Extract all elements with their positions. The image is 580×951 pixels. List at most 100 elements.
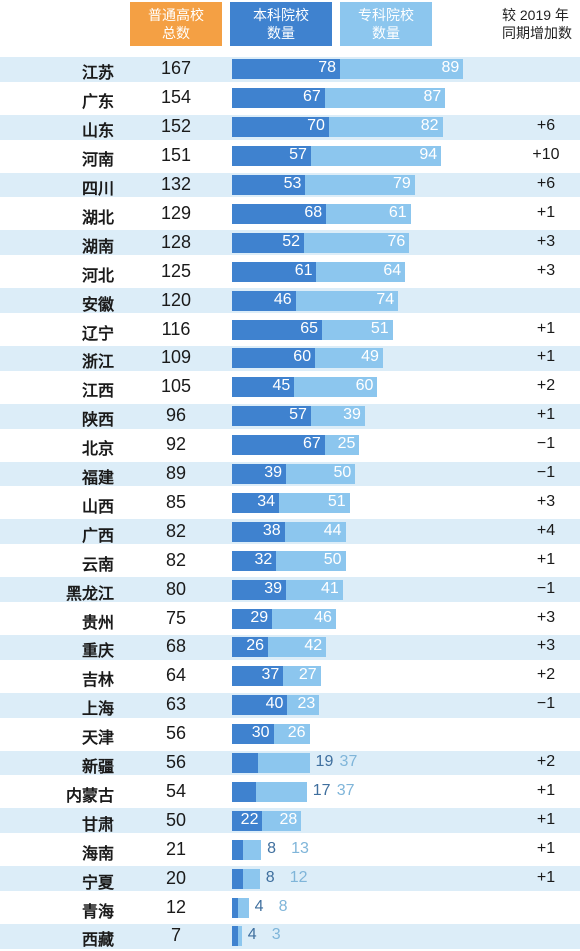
label-vocational: 50 xyxy=(333,464,352,482)
province-label: 福建 xyxy=(81,470,114,488)
total-value: 152 xyxy=(160,116,192,137)
increase-value: +2 xyxy=(536,666,556,684)
bar-undergrad xyxy=(232,464,286,485)
bar-vocational xyxy=(262,810,302,831)
label-vocational: 79 xyxy=(393,175,411,193)
total-value: 116 xyxy=(161,318,191,339)
bar-vocational xyxy=(286,464,356,485)
province-label: 湖南 xyxy=(81,238,114,256)
label-vocational: 46 xyxy=(314,608,332,626)
province-label: 甘肃 xyxy=(81,816,114,834)
label-undergrad: 60 xyxy=(293,348,312,366)
province-label: 陕西 xyxy=(81,412,114,430)
bar-vocational xyxy=(324,88,446,109)
label-undergrad: 57 xyxy=(289,406,307,424)
province-label: 山东 xyxy=(81,123,114,141)
bar-undergrad xyxy=(232,290,296,311)
province-label: 重庆 xyxy=(81,643,114,661)
label-undergrad: 32 xyxy=(254,550,273,568)
increase-value: −1 xyxy=(536,579,556,597)
label-undergrad: 61 xyxy=(294,261,313,279)
label-vocational: 3 xyxy=(271,926,281,944)
province-label: 辽宁 xyxy=(81,325,114,343)
bar-undergrad xyxy=(232,839,244,860)
total-value: 151 xyxy=(160,145,192,166)
label-undergrad: 39 xyxy=(264,464,282,482)
bar-vocational xyxy=(310,146,442,167)
total-value: 167 xyxy=(160,58,192,79)
province-label: 江苏 xyxy=(81,65,114,83)
total-value: 63 xyxy=(165,694,187,715)
bar-undergrad xyxy=(232,435,325,456)
bar-vocational xyxy=(286,579,343,600)
header-total: 普通高校 总数 xyxy=(130,2,222,46)
label-undergrad: 78 xyxy=(318,59,337,77)
label-vocational: 51 xyxy=(327,492,346,510)
province-label: 浙江 xyxy=(81,354,114,372)
bar-undergrad xyxy=(232,810,263,831)
bar-undergrad xyxy=(232,637,268,658)
bar-undergrad xyxy=(232,724,274,745)
bar-undergrad xyxy=(232,579,286,600)
bar-vocational xyxy=(279,492,350,513)
province-label: 青海 xyxy=(81,903,114,921)
bar-undergrad xyxy=(232,59,341,80)
label-vocational: 49 xyxy=(361,348,379,366)
increase-value: +6 xyxy=(536,117,556,135)
bar-undergrad xyxy=(232,175,306,196)
label-undergrad: 53 xyxy=(283,175,302,193)
bar-vocational xyxy=(258,753,310,774)
label-undergrad: 8 xyxy=(267,839,276,857)
label-vocational: 44 xyxy=(323,521,342,539)
total-value: 105 xyxy=(160,376,192,397)
total-value: 50 xyxy=(165,809,187,830)
increase-value: +3 xyxy=(536,637,556,655)
label-undergrad: 38 xyxy=(262,521,281,539)
increase-value: −1 xyxy=(536,695,556,713)
bar-vocational xyxy=(255,781,307,802)
total-value: 154 xyxy=(160,87,192,108)
total-value: 7 xyxy=(170,925,181,946)
label-vocational: 23 xyxy=(297,695,316,713)
label-vocational: 37 xyxy=(339,753,358,771)
bar-vocational xyxy=(305,175,415,196)
bar-undergrad xyxy=(232,319,323,340)
increase-value: +1 xyxy=(536,203,556,221)
increase-value: +3 xyxy=(536,232,556,250)
total-value: 64 xyxy=(165,665,187,686)
label-undergrad: 34 xyxy=(257,492,276,510)
bar-vocational xyxy=(328,117,443,138)
label-vocational: 61 xyxy=(388,203,407,221)
total-value: 56 xyxy=(165,723,187,744)
row-band xyxy=(0,924,580,949)
bar-vocational xyxy=(237,926,242,947)
province-label: 宁夏 xyxy=(81,874,114,892)
bar-vocational xyxy=(243,868,260,889)
bar-undergrad xyxy=(232,232,305,253)
label-undergrad: 67 xyxy=(302,435,321,453)
bar-vocational xyxy=(273,724,310,745)
bar-vocational xyxy=(310,406,365,427)
bar-vocational xyxy=(322,319,393,340)
bar-undergrad xyxy=(232,550,277,571)
increase-value: +10 xyxy=(532,146,560,164)
province-label: 山西 xyxy=(81,498,114,516)
header-increase: 较 2019 年 同期增加数 xyxy=(502,7,572,41)
bar-undergrad xyxy=(232,897,238,918)
label-vocational: 42 xyxy=(304,637,323,655)
label-vocational: 37 xyxy=(336,781,355,799)
total-value: 82 xyxy=(165,549,187,570)
bar-undergrad xyxy=(232,117,329,138)
province-label: 四川 xyxy=(81,181,114,199)
bar-vocational xyxy=(276,550,346,571)
label-undergrad: 68 xyxy=(304,203,323,221)
bar-vocational xyxy=(284,521,346,542)
increase-value: +2 xyxy=(536,753,556,771)
increase-value: +3 xyxy=(536,261,556,279)
label-vocational: 12 xyxy=(289,868,308,886)
bar-undergrad xyxy=(232,926,238,947)
label-vocational: 39 xyxy=(343,406,361,424)
label-vocational: 13 xyxy=(291,839,309,857)
province-label: 海南 xyxy=(81,845,114,863)
